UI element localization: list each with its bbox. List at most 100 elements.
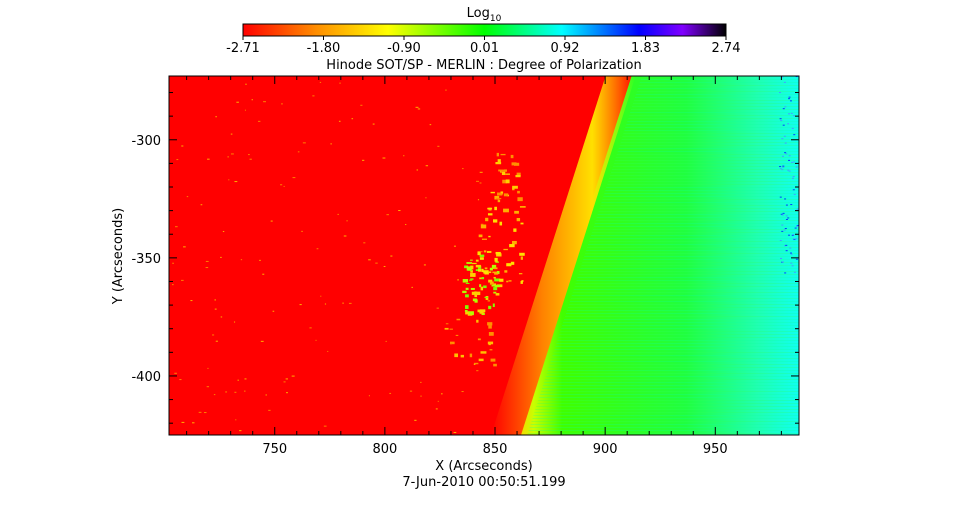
polarization-patch [480, 351, 487, 354]
polarization-speck [220, 316, 223, 318]
polarization-patch [517, 190, 520, 194]
polarization-speck [368, 259, 371, 261]
polarization-speck [291, 375, 295, 377]
polarization-patch [503, 208, 509, 213]
polarization-patch [478, 269, 482, 272]
polarization-patch [444, 327, 449, 330]
polarization-speck [480, 223, 484, 225]
colorbar-gradient [242, 23, 727, 37]
polarization-patch [493, 276, 496, 279]
edge-noise [795, 76, 798, 78]
polarization-speck [268, 409, 271, 411]
polarization-patch [450, 341, 455, 345]
edge-noise [791, 234, 794, 236]
polarization-patch [481, 268, 484, 273]
polarization-patch [520, 256, 523, 260]
polarization-patch [503, 248, 508, 251]
polarization-speck [411, 286, 413, 288]
edge-noise [795, 258, 798, 260]
polarization-patch [484, 267, 488, 270]
polarization-speck [285, 378, 288, 380]
polarization-patch [481, 312, 485, 316]
polarization-patch [480, 224, 487, 229]
edge-noise [792, 175, 795, 177]
polarization-patch [460, 354, 464, 358]
polarization-speck [476, 370, 479, 372]
polarization-patch [454, 353, 459, 358]
polarization-speck [342, 302, 344, 304]
polarization-patch [475, 259, 479, 262]
polarization-patch [477, 338, 481, 341]
polarization-patch [517, 197, 523, 202]
colorbar-tick-label: -2.71 [226, 41, 260, 56]
polarization-patch [494, 272, 499, 275]
edge-noise [788, 159, 791, 161]
polarization-patch [484, 296, 488, 299]
polarization-speck [171, 284, 174, 286]
polarization-patch [496, 198, 502, 200]
polarization-patch [519, 206, 526, 208]
polarization-speck [337, 213, 339, 215]
edge-noise [781, 155, 784, 157]
edge-noise [785, 153, 788, 155]
polarization-speck [183, 246, 186, 248]
polarization-speck [225, 391, 228, 393]
polarization-speck [239, 430, 242, 432]
polarization-speck [315, 339, 317, 341]
polarization-speck [190, 300, 193, 302]
polarization-speck [368, 395, 370, 397]
polarization-patch [520, 280, 523, 284]
polarization-speck [179, 379, 182, 381]
polarization-patch [469, 353, 473, 358]
polarization-patch [495, 293, 500, 296]
edge-noise [788, 98, 791, 100]
edge-noise [781, 76, 784, 78]
polarization-speck [203, 412, 207, 414]
polarization-speck [461, 391, 464, 393]
polarization-patch [462, 290, 467, 294]
polarization-speck [480, 251, 483, 253]
polarization-speck [302, 142, 306, 144]
polarization-speck [172, 262, 174, 264]
polarization-speck [248, 154, 250, 156]
edge-noise [789, 247, 792, 249]
edge-noise [785, 215, 788, 217]
polarization-patch [489, 267, 493, 271]
edge-noise [796, 225, 799, 227]
x-tick-label: 950 [703, 442, 728, 457]
polarization-patch [479, 257, 484, 260]
polarization-speck [386, 214, 389, 216]
edge-noise [781, 224, 784, 226]
polarization-speck [437, 145, 440, 147]
edge-noise [781, 261, 784, 263]
polarization-speck [487, 300, 490, 302]
plot-frame [168, 75, 800, 436]
edge-noise [782, 166, 785, 168]
polarization-speck [251, 99, 253, 101]
polarization-speck [200, 204, 203, 206]
edge-noise [781, 169, 784, 171]
polarization-speck [362, 159, 365, 161]
polarization-speck [227, 156, 229, 158]
polarization-patch [488, 271, 492, 274]
colorbar-tick-label: 0.01 [470, 41, 499, 56]
edge-noise [788, 170, 791, 172]
polarization-patch [491, 264, 497, 269]
polarization-speck [441, 393, 443, 395]
polarization-speck [385, 340, 387, 342]
edge-noise [790, 112, 793, 114]
polarization-speck [249, 158, 252, 160]
polarization-speck [245, 83, 247, 85]
polarization-patch [477, 265, 482, 270]
polarization-patch [510, 261, 515, 265]
polarization-speck [207, 367, 209, 369]
edge-noise [785, 250, 788, 252]
polarization-patch [494, 206, 497, 211]
polarization-patch [464, 310, 468, 312]
edge-noise [791, 265, 794, 267]
polarization-patch [478, 234, 483, 238]
polarization-speck [389, 392, 392, 394]
edge-noise [782, 124, 785, 126]
edge-noise [792, 189, 795, 191]
